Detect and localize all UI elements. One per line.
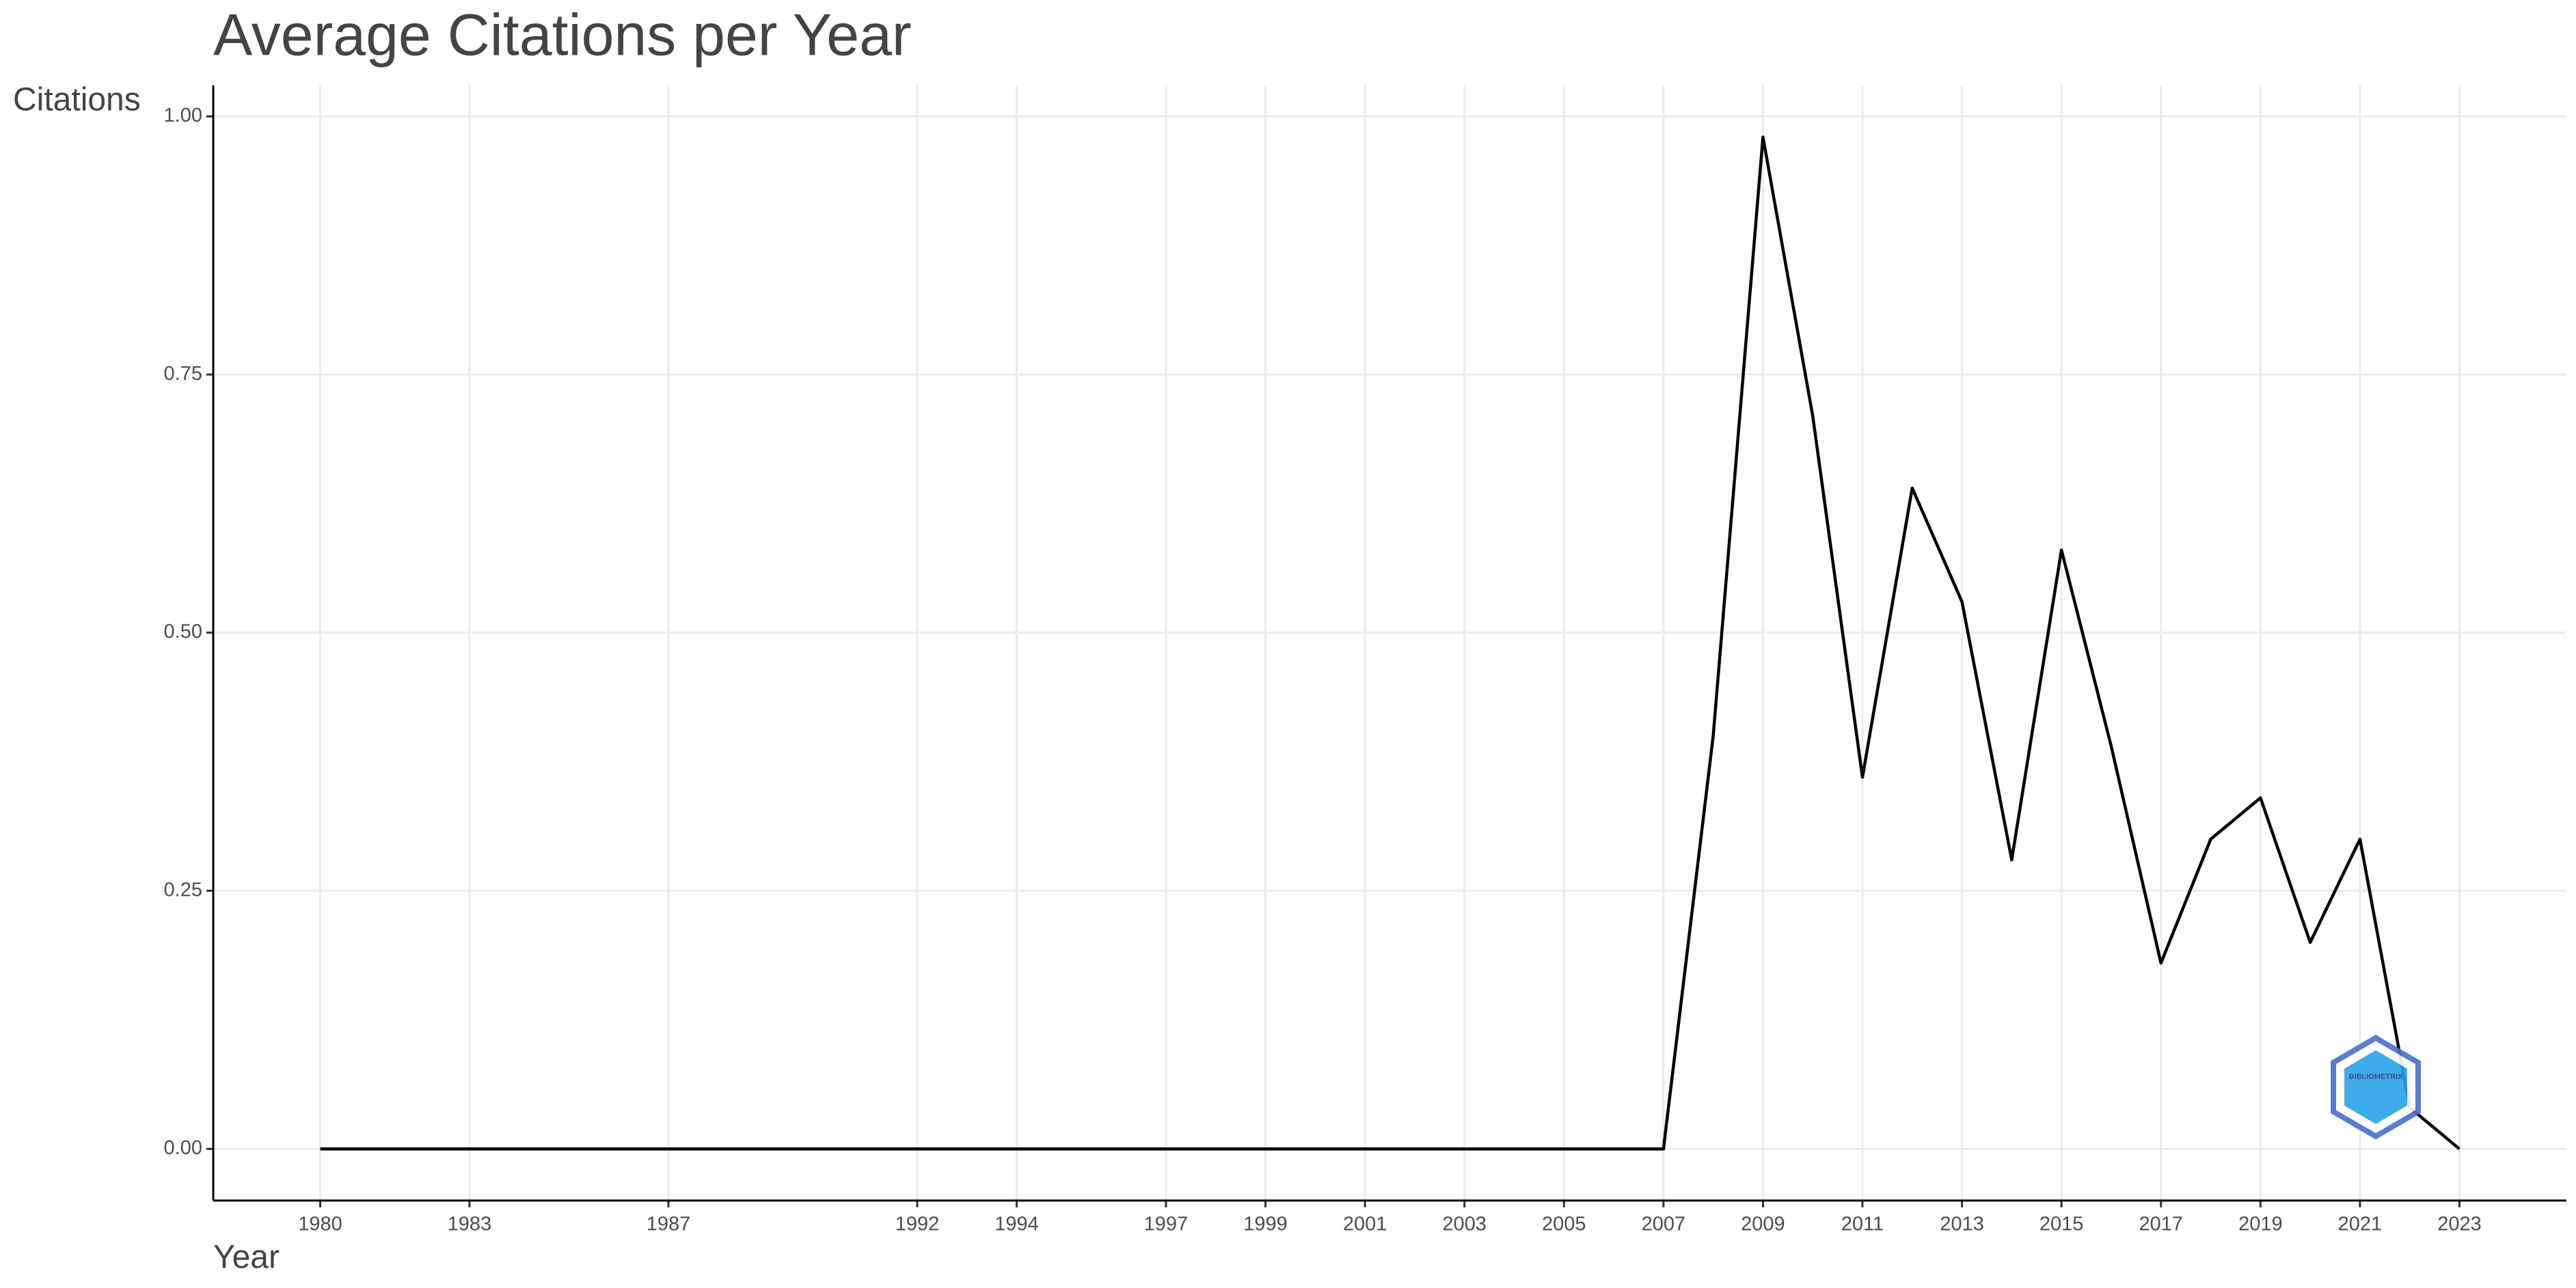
x-tick-label: 2023 [2437,1214,2482,1235]
y-tick-label: 0.00 [164,1137,202,1159]
watermark-logo: BIBLIOMETRIX [2331,1034,2421,1140]
x-tick-label: 2015 [2039,1214,2084,1235]
x-tick-label: 1994 [994,1214,1039,1235]
x-tick-label: 1980 [298,1214,342,1235]
x-tick-label: 1983 [448,1214,492,1235]
x-tick-label: 1997 [1144,1214,1189,1235]
chart-title: Average Citations per Year [213,3,912,68]
logo-text: BIBLIOMETRIX [2349,1073,2403,1081]
marks: 0.00 0.25 0.50 0.75 1.00 1980 1983 1987 1992 1994… [164,85,2566,1235]
x-tick-label: 2021 [2338,1214,2383,1235]
x-tick-label: 1999 [1243,1214,1288,1235]
y-tick-label: 0.50 [164,621,202,643]
logo-inner [2344,1050,2407,1124]
x-tick-label: 2005 [1542,1214,1586,1235]
x-tick-label: 2001 [1343,1214,1387,1235]
y-tick-label: 0.25 [164,879,202,901]
data-line [320,135,2460,1151]
y-tick-label: 1.00 [164,105,202,126]
x-tick-label: 2011 [1841,1214,1884,1235]
x-tick-label: 2007 [1642,1214,1686,1235]
x-tick-label: 1992 [895,1214,940,1235]
x-tick-label: 2003 [1442,1214,1487,1235]
y-tick-label: 0.75 [164,363,202,385]
x-axis-label: Year [213,1239,280,1276]
x-tick-label: 2019 [2238,1214,2283,1235]
x-tick-label: 1987 [647,1214,691,1235]
x-tick-label: 2009 [1741,1214,1785,1235]
grid [213,85,2566,1201]
y-axis-label: Citations [13,82,141,118]
x-tick-label: 2013 [1940,1214,1984,1235]
x-tick-label: 2017 [2139,1214,2183,1235]
